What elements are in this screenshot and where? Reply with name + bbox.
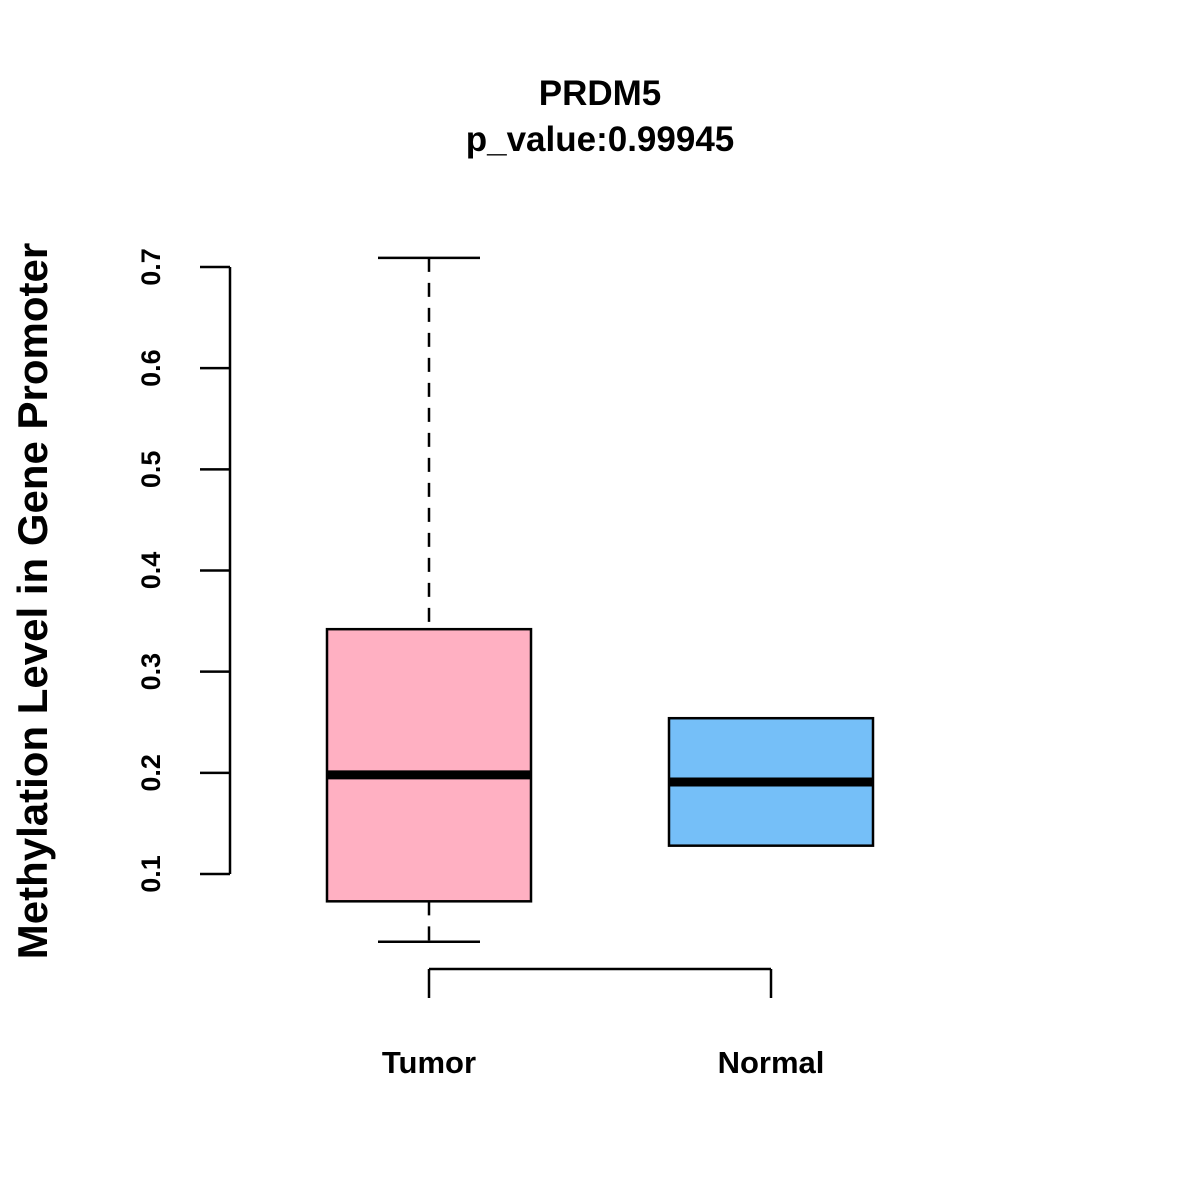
y-tick-label: 0.7 — [136, 248, 166, 286]
x-axis: Tumor Normal — [382, 967, 825, 1080]
box-group — [325, 256, 875, 944]
y-tick-label: 0.2 — [136, 754, 166, 792]
y-tick-label: 0.5 — [136, 451, 166, 489]
y-tick-label: 0.6 — [136, 349, 166, 387]
y-tick-label: 0.4 — [136, 552, 166, 590]
chart-subtitle: p_value:0.99945 — [466, 120, 735, 159]
chart-title: PRDM5 — [539, 74, 662, 113]
x-tick-label-normal: Normal — [718, 1045, 825, 1080]
y-tick-label: 0.3 — [136, 653, 166, 691]
box-tumor — [325, 256, 533, 944]
box-body — [325, 627, 533, 903]
y-axis-label: Methylation Level in Gene Promoter — [9, 243, 56, 959]
box-normal — [667, 716, 875, 847]
y-tick-label: 0.1 — [136, 855, 166, 893]
x-tick-label-tumor: Tumor — [382, 1045, 476, 1080]
y-axis: 0.1 0.2 0.3 0.4 0.5 0.6 0.7 — [136, 248, 232, 893]
